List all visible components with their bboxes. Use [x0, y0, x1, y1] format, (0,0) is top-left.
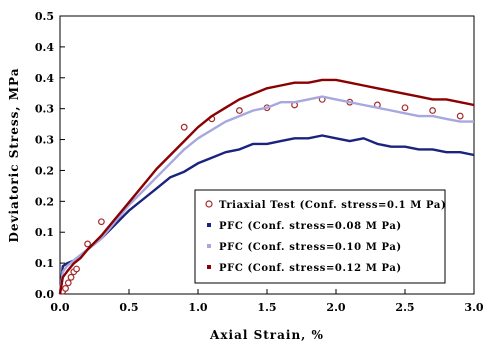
data-point — [84, 240, 91, 248]
data-point — [401, 104, 409, 112]
data-point — [456, 112, 464, 120]
legend-marker — [207, 265, 211, 269]
data-point — [73, 265, 80, 273]
y-tick-label: 0.1 — [35, 226, 54, 239]
legend-label: PFC (Conf. stress=0.08 M Pa) — [219, 221, 402, 232]
y-tick-label: 0.3 — [35, 134, 54, 147]
series-layer — [58, 78, 475, 295]
legend-label: PFC (Conf. stress=0.12 M Pa) — [219, 263, 402, 274]
legend: Triaxial Test (Conf. stress=0.1 M Pa) PFC… — [194, 189, 446, 284]
y-tick-label: 0.4 — [35, 72, 54, 85]
data-point — [62, 285, 69, 292]
data-point — [64, 279, 72, 287]
data-point — [67, 273, 75, 281]
x-tick-label: 3.0 — [464, 301, 483, 314]
x-axis-title: Axial Strain, % — [209, 328, 324, 342]
legend-box — [194, 189, 446, 284]
y-tick-label: 0.4 — [35, 41, 54, 54]
y-tick-label: 0.2 — [35, 195, 54, 208]
data-point — [429, 107, 437, 114]
x-tick-label: 2.0 — [326, 301, 345, 314]
legend-marker — [205, 200, 213, 208]
series-line — [58, 78, 475, 295]
data-point — [235, 107, 243, 114]
legend-marker — [207, 223, 211, 227]
legend-marker — [207, 244, 211, 248]
y-tick-label: 0.3 — [35, 103, 54, 116]
axes: 0.0 0.5 1.0 1.5 2.0 2.5 3.0 0.0 0.1 0.1 0.2 0.2 0.3 0… — [35, 10, 484, 314]
y-tick-label: 0.2 — [35, 164, 54, 177]
x-tick-label: 0.0 — [50, 301, 69, 314]
x-tick-label: 0.5 — [119, 301, 138, 314]
data-point — [180, 123, 188, 131]
y-axis-title: Deviatoric Stress, MPa — [7, 67, 21, 242]
data-point — [97, 218, 105, 226]
legend-label: PFC (Conf. stress=0.10 M Pa) — [219, 242, 402, 253]
legend-label: Triaxial Test (Conf. stress=0.1 M Pa) — [219, 200, 446, 211]
y-tick-label: 0.1 — [35, 257, 54, 270]
y-tick-label: 0.5 — [35, 10, 54, 23]
series-3 — [58, 78, 475, 295]
y-tick-label: 0.0 — [35, 288, 54, 301]
x-tick-label: 1.5 — [257, 301, 276, 314]
x-tick-label: 1.0 — [188, 301, 207, 314]
x-tick-label: 2.5 — [395, 301, 414, 314]
